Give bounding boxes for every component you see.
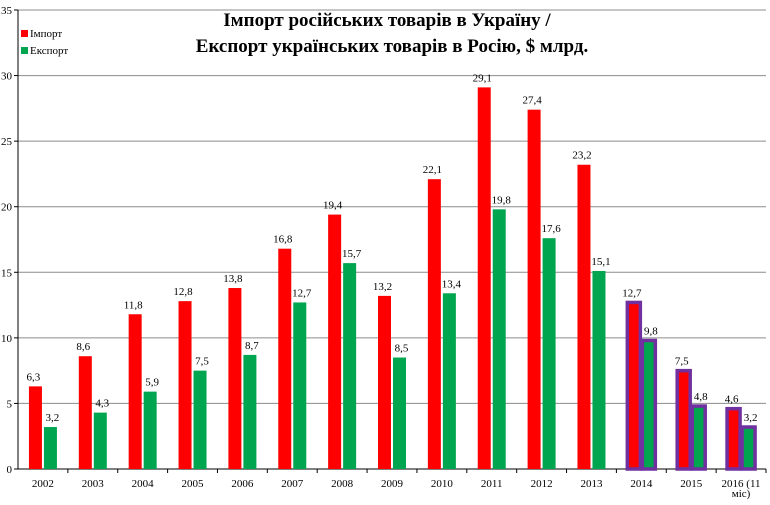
y-tick-label: 35 [1,5,13,17]
data-label-export: 17,6 [541,223,561,235]
x-tick-label: 2006 [231,478,254,490]
data-label-export: 9,8 [644,325,658,337]
data-label-import: 11,8 [124,299,143,311]
bar-import-2008 [328,214,342,469]
chart-title: Імпорт російських товарів в Україну / Ек… [196,10,588,57]
bar-import-2004 [128,314,142,469]
data-label-export: 13,4 [442,278,462,290]
x-tick-label: 2016 (11 [722,478,761,490]
x-tick-label: 2010 [431,478,454,490]
data-label-export: 12,7 [292,287,312,299]
data-label-import: 22,1 [423,164,442,176]
bar-import-2010 [427,179,441,469]
x-tick-label: міс) [732,488,751,500]
bar-import-2009 [378,295,391,469]
bar-export-2006 [243,354,257,469]
bar-import-2005 [178,301,192,469]
data-label-export: 7,5 [195,356,209,368]
data-label-export: 8,5 [395,343,409,355]
y-tick-label: 25 [1,136,13,148]
data-label-export: 5,9 [145,377,159,389]
bar-export-2008 [343,263,357,469]
bar-export-2013 [592,270,606,469]
y-tick-label: 10 [1,333,13,345]
y-tick-label: 30 [1,71,13,83]
bars [28,87,757,471]
bar-import-2013 [577,164,591,469]
x-tick-label: 2011 [481,478,503,490]
bar-export-2015 [690,404,707,471]
y-tick-label: 20 [1,202,13,214]
x-tick-label: 2002 [32,478,54,490]
bar-export-2005 [193,370,207,469]
data-label-import: 23,2 [572,150,591,162]
data-label-import: 29,1 [473,72,492,84]
bar-import-2014 [625,300,643,471]
data-label-import: 8,6 [76,341,90,353]
data-label-import: 12,8 [173,286,193,298]
data-label-import: 13,8 [223,273,243,285]
data-label-import: 4,6 [725,394,739,406]
x-tick-label: 2003 [82,478,105,490]
legend: Імпорт Експорт [21,28,68,57]
bar-import-2015 [675,368,692,471]
bar-import-2011 [477,87,491,470]
y-tick-label: 5 [7,398,13,410]
data-label-import: 19,4 [323,200,343,212]
bar-export-2010 [442,293,456,469]
data-label-export: 4,3 [95,398,109,410]
x-tick-label: 2008 [331,478,354,490]
bar-import-2012 [527,109,541,469]
legend-label-export: Експорт [30,45,68,57]
bar-export-2009 [393,357,406,469]
y-axis-ticks: 0 5 10 15 20 25 30 35 [1,5,18,476]
bar-import-2003 [78,356,92,469]
data-label-export: 4,8 [694,391,708,403]
data-label-export: 3,2 [744,412,758,424]
bar-export-2012 [542,238,556,469]
data-label-import: 13,2 [373,281,392,293]
bar-export-2007 [293,302,307,469]
data-label-export: 8,7 [245,340,259,352]
legend-swatch-export [21,47,28,54]
bar-export-2014 [640,338,658,471]
legend-swatch-import [21,30,28,37]
bar-export-2002 [43,427,57,469]
bar-export-2016 [740,425,757,471]
bar-import-2007 [278,248,292,469]
data-label-export: 15,1 [591,256,610,268]
y-tick-label: 0 [7,464,13,476]
x-tick-label: 2015 [680,478,703,490]
bar-export-2011 [492,209,506,469]
data-label-import: 7,5 [675,356,689,368]
data-label-import: 27,4 [522,95,542,107]
bar-import-2002 [28,386,42,469]
data-label-import: 6,3 [27,371,41,383]
bar-export-2003 [93,412,107,469]
x-tick-label: 2013 [580,478,603,490]
bar-import-2016 [725,406,742,471]
x-tick-label: 2012 [531,478,553,490]
data-labels: 6,3 3,2 8,6 4,3 11,8 5,9 12,8 7,5 13,8 8,7 16,8 12,… [27,72,758,424]
x-tick-label: 2014 [630,478,653,490]
y-tick-label: 15 [1,267,13,279]
data-label-export: 3,2 [46,412,60,424]
data-label-import: 12,7 [622,287,642,299]
chart-title-line-2: Експорт українських товарів в Росію, $ м… [196,36,588,57]
legend-label-import: Імпорт [30,28,62,40]
x-tick-label: 2009 [381,478,404,490]
data-label-export: 19,8 [492,194,512,206]
bar-export-2004 [143,391,157,469]
x-tick-label: 2007 [281,478,304,490]
data-label-export: 15,7 [342,248,362,260]
x-axis-ticks: 2002 2003 2004 2005 2006 2007 2008 2009 2010 2011… [32,469,767,500]
x-tick-label: 2004 [132,478,155,490]
gridlines [18,9,766,404]
data-label-import: 16,8 [273,234,293,246]
x-tick-label: 2005 [182,478,205,490]
chart-title-line-1: Імпорт російських товарів в Україну / [223,10,551,31]
bar-import-2006 [228,288,242,469]
